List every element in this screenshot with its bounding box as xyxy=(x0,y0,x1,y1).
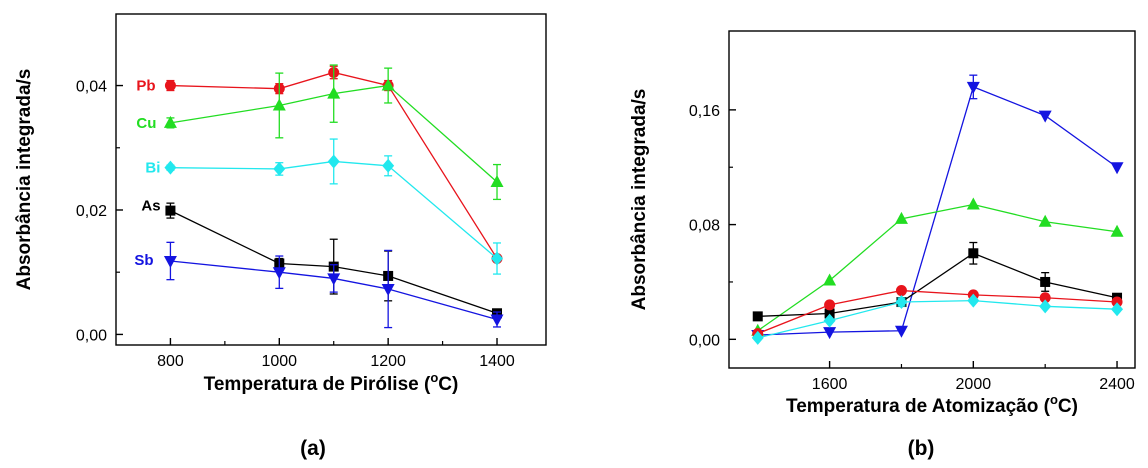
x-tick-label: 1600 xyxy=(812,376,848,393)
plot-frame xyxy=(728,30,1136,369)
chart-1: 1600 2000 2400 0,00 0,08 0,16 Temperatura de A… xyxy=(629,30,1136,417)
x-axis-label-unit: C) xyxy=(438,374,458,395)
marker-diamond xyxy=(382,158,395,173)
marker-triangle-down xyxy=(823,327,837,340)
marker-diamond xyxy=(967,293,980,308)
marker-square xyxy=(752,311,763,322)
series-line xyxy=(757,86,1118,336)
series-3 xyxy=(752,285,1123,340)
marker-diamond xyxy=(895,295,908,310)
x-tick-label: 1200 xyxy=(370,353,406,370)
series-label: Sb xyxy=(134,252,153,269)
y-tick-label: 0,00 xyxy=(76,327,107,344)
x-axis-label: Temperatura de Atomização (oC) xyxy=(786,392,1078,417)
panel-label-b: (b) xyxy=(908,437,935,460)
marker-triangle-down xyxy=(894,325,908,338)
marker-diamond xyxy=(1111,302,1124,317)
panel-label-a: (a) xyxy=(300,437,326,460)
x-axis-label-text: Temperatura de Pirólise ( xyxy=(204,374,431,395)
marker-triangle-up xyxy=(823,273,837,286)
marker-triangle-up xyxy=(327,86,341,99)
marker-triangle-up xyxy=(272,98,286,111)
marker-triangle-down xyxy=(1110,162,1124,175)
marker-circle xyxy=(824,299,836,311)
y-tick-label: 0,16 xyxy=(689,103,720,120)
marker-triangle-up xyxy=(966,197,980,210)
marker-square xyxy=(165,205,176,216)
y-axis-label: Absorbância integrada/s xyxy=(14,69,35,291)
x-tick-label: 1000 xyxy=(261,353,297,370)
marker-diamond xyxy=(1039,299,1052,314)
marker-triangle-up xyxy=(381,78,395,91)
marker-diamond xyxy=(164,160,177,175)
plot-frame xyxy=(115,13,547,346)
marker-diamond xyxy=(823,313,836,328)
marker-triangle-up xyxy=(490,174,504,187)
chart-0: 800 1000 1200 1400 0,00 0,02 0,04 Temperatura d… xyxy=(14,13,547,395)
series-label: As xyxy=(141,198,160,215)
marker-circle xyxy=(895,285,907,297)
x-axis-label-superscript: o xyxy=(1050,392,1058,407)
series-line xyxy=(757,289,1118,335)
marker-triangle-down xyxy=(381,284,395,297)
y-tick-label: 0,02 xyxy=(76,203,107,220)
marker-triangle-up xyxy=(163,115,177,128)
series-2 xyxy=(752,241,1123,322)
series-label: Bi xyxy=(145,160,160,177)
x-axis-label-text: Temperatura de Atomização ( xyxy=(786,396,1051,417)
y-tick-label: 0,00 xyxy=(689,332,720,349)
x-axis-label: Temperatura de Pirólise (oC) xyxy=(204,370,459,395)
marker-diamond xyxy=(491,251,504,266)
marker-square xyxy=(968,248,979,259)
marker-triangle-down xyxy=(272,267,286,280)
series-line xyxy=(757,299,1118,339)
series-pb: Pb xyxy=(136,65,503,265)
y-tick-label: 0,04 xyxy=(76,79,107,96)
marker-triangle-up xyxy=(1110,224,1124,237)
marker-square xyxy=(1040,276,1051,287)
series-sb: Sb xyxy=(134,241,504,329)
y-tick-label: 0,08 xyxy=(689,218,720,235)
marker-circle xyxy=(1039,292,1051,304)
series-0 xyxy=(751,74,1124,343)
x-tick-label: 2400 xyxy=(1099,376,1135,393)
series-as: As xyxy=(141,198,503,319)
series-line xyxy=(757,252,1118,318)
marker-triangle-down xyxy=(327,273,341,286)
marker-triangle-down xyxy=(1038,110,1052,123)
x-tick-label: 1400 xyxy=(479,353,515,370)
series-bi: Bi xyxy=(145,138,504,275)
marker-circle xyxy=(1111,296,1123,308)
marker-square xyxy=(824,308,835,319)
marker-diamond xyxy=(751,330,764,345)
x-tick-label: 800 xyxy=(157,353,184,370)
marker-triangle-up xyxy=(1038,214,1052,227)
series-cu: Cu xyxy=(136,64,504,201)
series-line xyxy=(757,203,1118,332)
series-label: Cu xyxy=(136,115,156,132)
marker-triangle-down xyxy=(490,314,504,327)
marker-triangle-down xyxy=(163,256,177,269)
x-axis-label-superscript: o xyxy=(430,370,438,385)
marker-diamond xyxy=(273,161,286,176)
marker-triangle-up xyxy=(894,211,908,224)
x-axis-label-unit: C) xyxy=(1058,396,1078,417)
marker-triangle-down xyxy=(966,81,980,94)
y-axis-label: Absorbância integrada/s xyxy=(629,89,650,311)
series-label: Pb xyxy=(136,78,155,95)
marker-diamond xyxy=(327,154,340,169)
series-4 xyxy=(751,293,1124,345)
marker-circle xyxy=(164,80,176,92)
x-tick-label: 2000 xyxy=(956,376,992,393)
